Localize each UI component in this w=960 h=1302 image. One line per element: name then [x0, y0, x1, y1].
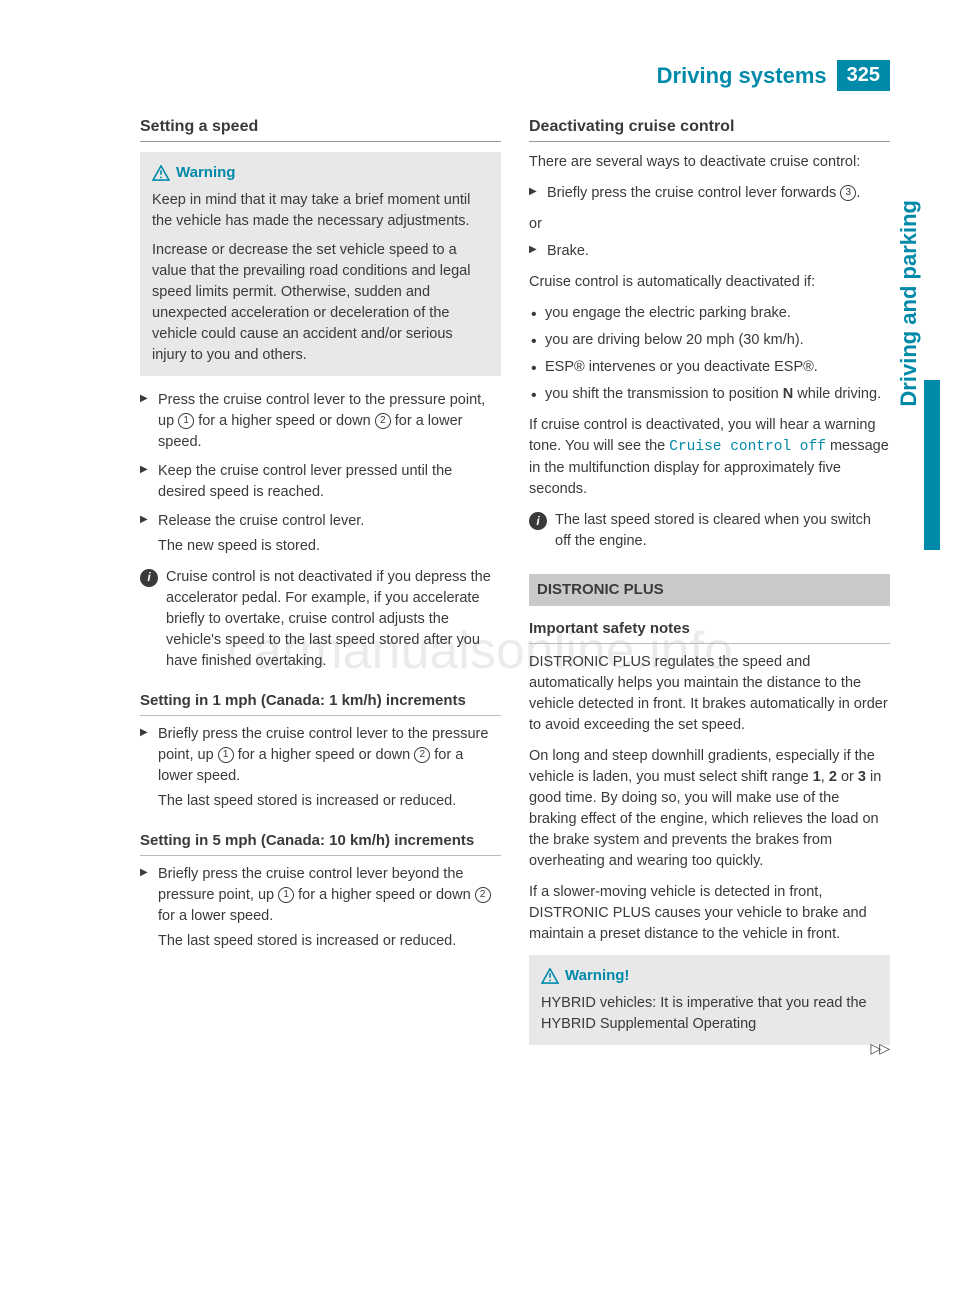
header-section-title: Driving systems [657, 63, 827, 89]
bullet-text: you shift the transmission to position [545, 386, 783, 402]
side-tab-label: Driving and parking [896, 200, 922, 407]
step-subtext: The new speed is stored. [158, 536, 501, 557]
body-text: Cruise control is automatically deactiva… [529, 272, 890, 293]
step-list: Briefly press the cruise control lever t… [140, 724, 501, 812]
heading-1mph: Setting in 1 mph (Canada: 1 km/h) increm… [140, 690, 501, 716]
heading-safety-notes: Important safety notes [529, 618, 890, 644]
info-text: Cruise control is not deactivated if you… [166, 567, 501, 672]
header-bar: Driving systems 325 [140, 60, 890, 91]
circled-ref-icon: 2 [375, 413, 391, 429]
warning-header: Warning [152, 162, 489, 184]
step-item: Keep the cruise control lever pressed un… [140, 461, 501, 503]
bold-n: N [783, 386, 793, 402]
bold-range: 3 [858, 769, 866, 785]
step-item: Briefly press the cruise control lever t… [140, 724, 501, 812]
info-icon: i [140, 569, 158, 587]
section-bar-distronic: DISTRONIC PLUS [529, 574, 890, 606]
circled-ref-icon: 2 [414, 747, 430, 763]
step-text: for a higher speed or down [294, 887, 475, 903]
step-list: Brake. [529, 241, 890, 262]
bullet-item: ESP® intervenes or you deactivate ESP®. [529, 357, 890, 378]
right-column: Deactivating cruise control There are se… [529, 113, 890, 1059]
warning-text: Keep in mind that it may take a brief mo… [152, 190, 489, 232]
warning-box: Warning Keep in mind that it may take a … [140, 152, 501, 376]
continue-icon: ▷▷ [870, 1040, 888, 1057]
warning-triangle-icon [152, 165, 170, 181]
step-subtext: The last speed stored is increased or re… [158, 931, 501, 952]
body-text-part: , [821, 769, 829, 785]
page-container: Driving systems 325 Driving and parking … [0, 0, 960, 1099]
content-columns: Setting a speed Warning Keep in mind tha… [140, 113, 890, 1059]
warning-text: Increase or decrease the set vehicle spe… [152, 240, 489, 366]
step-text: Briefly press the cruise control lever f… [547, 185, 840, 201]
body-text: On long and steep downhill gradients, es… [529, 746, 890, 872]
body-text: If cruise control is deactivated, you wi… [529, 415, 890, 500]
warning-label: Warning [176, 162, 235, 184]
circled-ref-icon: 3 [840, 185, 856, 201]
step-text: for a higher speed or down [234, 747, 415, 763]
step-item: Brake. [529, 241, 890, 262]
display-message: Cruise control off [669, 439, 826, 455]
info-icon: i [529, 512, 547, 530]
heading-5mph: Setting in 5 mph (Canada: 10 km/h) incre… [140, 830, 501, 856]
body-text: There are several ways to deactivate cru… [529, 152, 890, 173]
side-tab-highlight [924, 380, 940, 550]
step-subtext: The last speed stored is increased or re… [158, 791, 501, 812]
left-column: Setting a speed Warning Keep in mind tha… [140, 113, 501, 1059]
info-text: The last speed stored is cleared when yo… [555, 510, 890, 552]
step-item: Release the cruise control lever. The ne… [140, 511, 501, 557]
step-text: . [856, 185, 860, 201]
bullet-list: you engage the electric parking brake. y… [529, 303, 890, 405]
circled-ref-icon: 1 [178, 413, 194, 429]
bold-range: 2 [829, 769, 837, 785]
step-text: for a lower speed. [158, 908, 273, 924]
heading-setting-speed: Setting a speed [140, 115, 501, 142]
or-text: or [529, 214, 890, 235]
body-text: DISTRONIC PLUS regulates the speed and a… [529, 652, 890, 736]
step-item: Briefly press the cruise control lever b… [140, 864, 501, 952]
circled-ref-icon: 1 [278, 887, 294, 903]
info-note: i The last speed stored is cleared when … [529, 510, 890, 552]
step-item: Briefly press the cruise control lever f… [529, 183, 890, 204]
bold-range: 1 [813, 769, 821, 785]
step-text: Release the cruise control lever. [158, 513, 364, 529]
step-list: Briefly press the cruise control lever f… [529, 183, 890, 204]
body-text: If a slower-moving vehicle is detected i… [529, 882, 890, 945]
bullet-item: you are driving below 20 mph (30 km/h). [529, 330, 890, 351]
warning-triangle-icon [541, 968, 559, 984]
step-item: Press the cruise control lever to the pr… [140, 390, 501, 453]
circled-ref-icon: 1 [218, 747, 234, 763]
bullet-item: you shift the transmission to position N… [529, 384, 890, 405]
info-note: i Cruise control is not deactivated if y… [140, 567, 501, 672]
step-list: Briefly press the cruise control lever b… [140, 864, 501, 952]
warning-label: Warning! [565, 965, 629, 987]
warning-text: HYBRID vehicles: It is imperative that y… [541, 993, 878, 1035]
heading-deactivating: Deactivating cruise control [529, 115, 890, 142]
body-text-part: or [837, 769, 858, 785]
step-list: Press the cruise control lever to the pr… [140, 390, 501, 557]
warning-header: Warning! [541, 965, 878, 987]
step-text: for a higher speed or down [194, 413, 375, 429]
bullet-item: you engage the electric parking brake. [529, 303, 890, 324]
warning-box: Warning! HYBRID vehicles: It is imperati… [529, 955, 890, 1045]
circled-ref-icon: 2 [475, 887, 491, 903]
bullet-text: while driving. [793, 386, 881, 402]
page-number-box: 325 [837, 60, 890, 91]
